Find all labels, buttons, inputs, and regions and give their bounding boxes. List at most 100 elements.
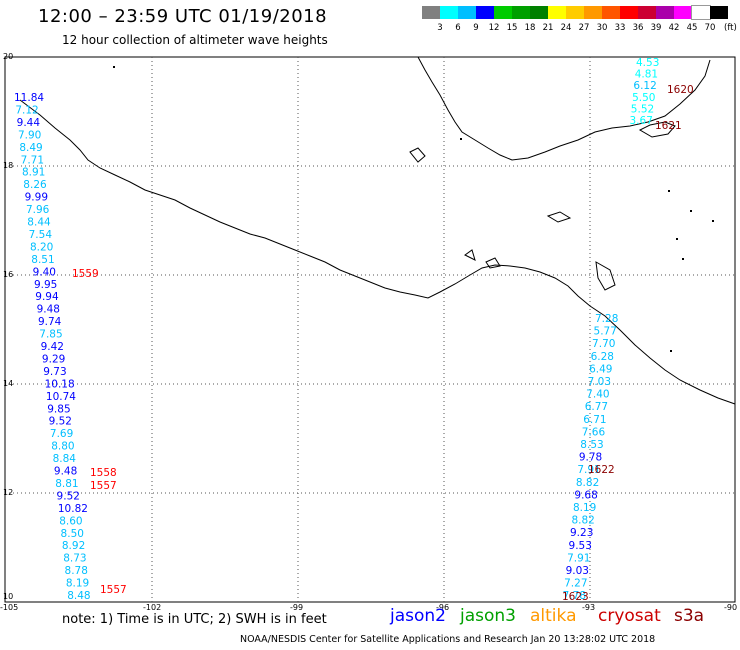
wave-height-value: 8.19 [573, 502, 596, 514]
wave-height-value: 10.82 [58, 503, 88, 515]
wave-height-value: 8.91 [22, 167, 45, 179]
wave-height-value: 9.52 [57, 490, 80, 502]
color-scale-tick: 18 [524, 23, 536, 33]
wave-height-value: 8.73 [63, 553, 86, 565]
wave-height-value: 7.69 [50, 428, 73, 440]
color-scale-swatch [494, 6, 512, 19]
wave-height-value: 7.78 [563, 590, 586, 602]
wave-height-value: 7.90 [18, 129, 41, 141]
wave-height-value: 9.42 [41, 341, 64, 353]
wave-height-value: 8.82 [576, 477, 599, 489]
color-scale-tick: 6 [455, 23, 461, 33]
wave-height-value: 9.48 [54, 466, 77, 478]
wave-height-value: 9.94 [35, 291, 59, 303]
wave-height-value: 8.50 [61, 528, 84, 540]
wave-height-value: 8.82 [571, 515, 594, 527]
color-scale-tick: 42 [668, 23, 680, 33]
wave-height-value: 10.74 [46, 391, 76, 403]
islands [113, 66, 714, 352]
wave-height-value: 8.51 [31, 254, 54, 266]
legend-s3a: s3a [674, 606, 705, 626]
legend-altika: altika [530, 606, 577, 626]
lon-label-93: -93 [582, 603, 596, 612]
wave-height-value: 7.27 [564, 578, 587, 590]
wave-height-value: 4.53 [636, 57, 659, 69]
wave-height-value: 9.78 [579, 452, 602, 464]
lon-label-96: -96 [436, 603, 450, 612]
color-scale-tick: 3 [437, 23, 443, 33]
wave-height-value: 8.49 [19, 142, 42, 154]
wave-height-value: 8.53 [580, 439, 603, 451]
lat-label-18: 18 [3, 161, 14, 170]
pass-label-1557-bottom: 1557 [100, 584, 127, 596]
wave-height-value: 8.44 [27, 217, 51, 229]
wave-height-value: 5.52 [631, 103, 654, 115]
wave-height-value: 8.80 [51, 441, 74, 453]
color-scale-tick: 24 [560, 23, 572, 33]
color-scale-tick: 39 [650, 23, 662, 33]
color-scale-swatch [476, 6, 494, 19]
wave-height-value: 6.12 [633, 80, 656, 92]
wave-height-value: 8.92 [62, 540, 85, 552]
wave-height-value: 8.20 [30, 241, 53, 253]
lat-label-14: 14 [3, 379, 14, 388]
wave-height-value: 8.48 [67, 590, 90, 602]
lon-label-102: -102 [143, 603, 162, 612]
color-scale-swatch [548, 6, 566, 19]
wave-height-value: 10.18 [45, 378, 75, 390]
wave-height-value: 7.40 [586, 389, 609, 401]
color-scale-swatch [422, 6, 440, 19]
color-scale-tick: 27 [578, 23, 590, 33]
map-subtitle: 12 hour collection of altimeter wave hei… [62, 33, 328, 47]
wave-height-value: 7.66 [582, 426, 606, 438]
wave-height-value: 9.48 [37, 304, 60, 316]
pass-label-1557: 1557 [90, 480, 117, 492]
color-scale-swatch [638, 6, 656, 19]
wave-height-value: 7.12 [15, 104, 38, 116]
wave-height-value: 7.96 [26, 204, 50, 216]
lat-label-12: 12 [3, 488, 14, 497]
color-scale-swatch [458, 6, 476, 19]
color-scale-unit: (ft) [724, 23, 737, 33]
coastline [19, 56, 736, 405]
wave-height-value: 9.95 [34, 279, 57, 291]
lat-label-20: 20 [3, 52, 14, 61]
color-scale-tick: 9 [473, 23, 479, 33]
wave-height-value: 6.71 [583, 414, 606, 426]
color-scale-tick: 30 [596, 23, 608, 33]
map-title: 12:00 – 23:59 UTC 01/19/2018 [38, 6, 328, 27]
wave-height-value: 11.84 [14, 92, 44, 104]
wave-height-value: 9.23 [570, 527, 593, 539]
color-scale-swatch [566, 6, 584, 19]
wave-height-value: 4.81 [635, 69, 658, 81]
wave-height-value: 5.50 [632, 92, 655, 104]
wave-height-value: 9.29 [42, 353, 65, 365]
color-scale-swatch [602, 6, 620, 19]
color-scale-swatch [710, 6, 728, 19]
wave-height-value: 6.28 [591, 351, 614, 363]
color-scale-swatch [691, 5, 711, 20]
color-scale-swatch [674, 6, 692, 19]
color-scale-tick: 70 [704, 23, 716, 33]
wave-height-value: 8.19 [66, 578, 89, 590]
wave-height-value: 9.44 [17, 117, 41, 129]
wave-height-value: 7.91 [567, 552, 590, 564]
units-note: note: 1) Time is in UTC; 2) SWH is in fe… [62, 612, 327, 627]
pass-label-1620: 1620 [667, 84, 694, 96]
wave-height-value: 7.70 [592, 338, 615, 350]
color-scale-swatch [584, 6, 602, 19]
wave-height-value: 9.40 [33, 266, 56, 278]
wave-height-value: 9.73 [43, 366, 66, 378]
lat-label-16: 16 [3, 270, 14, 279]
pass-label-1621: 1621 [655, 120, 682, 132]
wave-height-value: 8.78 [65, 565, 88, 577]
track-labels: 11.847.129.447.908.497.718.918.269.997.9… [14, 57, 659, 602]
pass-label-1558: 1558 [90, 467, 117, 479]
wave-height-value: 8.81 [55, 478, 78, 490]
wave-height-value: 9.03 [566, 565, 589, 577]
color-scale-tick: 45 [686, 23, 698, 33]
wave-height-value: 7.91 [577, 464, 600, 476]
color-scale-tick: 33 [614, 23, 626, 33]
wave-height-value: 9.99 [25, 192, 48, 204]
